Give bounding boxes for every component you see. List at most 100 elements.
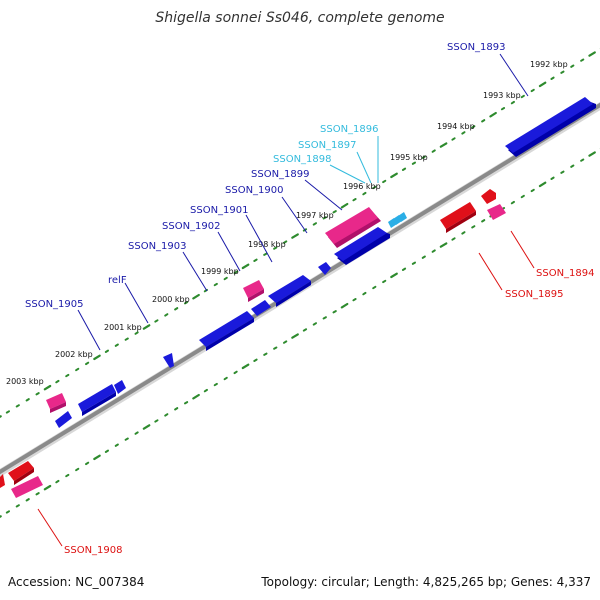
gene-label-sson-1898[interactable]: SSON_1898 [273,154,332,165]
inner-scale-tick [35,492,40,496]
outer-scale-tick [382,179,387,184]
label-connectors [37,53,535,547]
inner-scale-tick [302,328,308,332]
inner-scale-tick [530,188,535,193]
inner-scale-tick [104,449,109,453]
scale-label-2001: 2001 kbp [104,323,142,332]
scale-label-1999: 1999 kbp [201,267,239,276]
outer-scale-tick [213,282,218,287]
outer-scale-tick [431,149,436,153]
outer-scale-tick [481,119,486,123]
gene-label-sson-1894[interactable]: SSON_1894 [536,268,595,279]
gene-sson-1902[interactable] [268,275,311,307]
scale-label-1994: 1994 kbp [437,122,475,131]
gene-label-relf[interactable]: relF [108,275,127,286]
outer-scale-tick [560,70,565,74]
outer-scale-tick [411,161,416,165]
outer-scale-tick [451,137,456,141]
scale-labels: 1992 kbp 1993 kbp 1994 kbp 1995 kbp 1996… [6,60,568,386]
gene-label-sson-1897[interactable]: SSON_1897 [298,140,357,151]
inner-scale-tick [580,158,585,162]
outer-scale-tick [134,331,139,335]
outer-scale-tick [538,81,547,88]
gene-sson-1900[interactable] [334,227,390,265]
outer-scale-tick [500,107,506,111]
outer-scale-tick [75,367,80,372]
outer-scale-tick [421,155,426,159]
outer-scale-tick [352,198,357,202]
gene-labels: SSON_1893 SSON_1896 SSON_1897 SSON_1898 … [25,42,595,556]
outer-scale-tick [85,361,90,366]
gene-label-sson-1895[interactable]: SSON_1895 [505,289,564,300]
gene-label-sson-1902[interactable]: SSON_1902 [162,221,221,232]
inner-scale-tick [233,370,238,375]
inner-scale-tick [43,484,52,491]
outer-scale-tick [580,58,585,62]
inner-scale-tick [588,151,596,157]
outer-scale-tick [0,415,2,419]
inner-scale-tick [65,473,70,478]
gene-sson-1894[interactable] [481,189,506,220]
outer-scale-tick [530,88,535,93]
gene-sson-1901[interactable] [318,262,331,275]
gene-label-sson-1901[interactable]: SSON_1901 [190,205,249,216]
gene-sson-1896-1897-1898[interactable] [388,212,407,228]
outer-scale-tick [5,410,10,414]
scale-label-2002: 2002 kbp [55,350,93,359]
scale-tick-dots [0,48,600,519]
inner-scale-tick [431,249,436,253]
inner-scale-tick [134,431,139,435]
inner-scale-tick [390,272,398,279]
outer-scale-tick [93,354,101,361]
outer-scale-tick [471,125,476,129]
gene-label-sson-1900[interactable]: SSON_1900 [225,185,284,196]
inner-scale-tick [291,333,299,339]
inner-scale-tick [510,200,515,205]
gene-sson-1905[interactable] [163,353,174,368]
gene-sson-1893[interactable] [505,97,596,157]
gene-sson-1908[interactable] [0,461,43,498]
inner-scale-tick [192,393,200,400]
gene-label-sson-1905[interactable]: SSON_1905 [25,299,84,310]
inner-scale-tick [85,461,90,466]
inner-scale-tick [332,310,337,314]
outer-scale-tick [489,111,497,118]
inner-scale-tick [55,479,60,484]
scale-label-1997: 1997 kbp [296,211,334,220]
map-title: Shigella sonnei Ss046, complete genome [155,10,444,26]
gene-label-sson-1896[interactable]: SSON_1896 [320,124,379,135]
outer-scale-tick [164,313,169,317]
gene-sson-1895[interactable] [440,202,476,233]
outer-scale-tick [550,76,555,80]
inner-scale-tick [114,443,119,447]
outer-scale-tick [25,398,30,402]
inner-scale-tick [184,401,189,405]
outer-scale-tick [43,384,52,391]
inner-scale-tick [401,267,407,271]
outer-scale-tick [124,337,129,341]
gene-label-sson-1899[interactable]: SSON_1899 [251,169,310,180]
inner-scale-tick [174,407,179,411]
gene-label-sson-1908[interactable]: SSON_1908 [64,545,123,556]
outer-scale-tick [390,172,398,179]
outer-scale-tick [510,100,515,105]
scale-label-1993: 1993 kbp [483,91,521,100]
gene-sson-1899[interactable] [325,207,381,248]
accession-text: Accession: NC_007384 [8,575,144,589]
outer-scale-tick [520,94,525,99]
outer-scale-tick [114,343,119,347]
gene-sson-1903[interactable] [243,280,271,316]
inner-scale-tick [213,382,218,387]
gene-label-sson-1903[interactable]: SSON_1903 [128,241,187,252]
outer-scale-tick [263,252,268,256]
outer-scale-tick [192,293,200,300]
inner-scale-tick [25,498,30,502]
outer-scale-tick [322,216,327,220]
gene-relf[interactable] [199,311,254,351]
gene-sson-1906[interactable] [46,380,126,428]
inner-scale-tick [263,352,268,356]
inner-scale-tick [550,176,555,180]
inner-scale-tick [461,231,466,235]
inner-scale-tick [283,340,288,344]
gene-label-sson-1893[interactable]: SSON_1893 [447,42,506,53]
